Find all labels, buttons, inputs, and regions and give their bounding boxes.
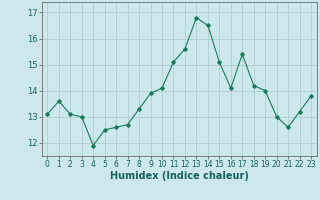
- X-axis label: Humidex (Indice chaleur): Humidex (Indice chaleur): [110, 171, 249, 181]
